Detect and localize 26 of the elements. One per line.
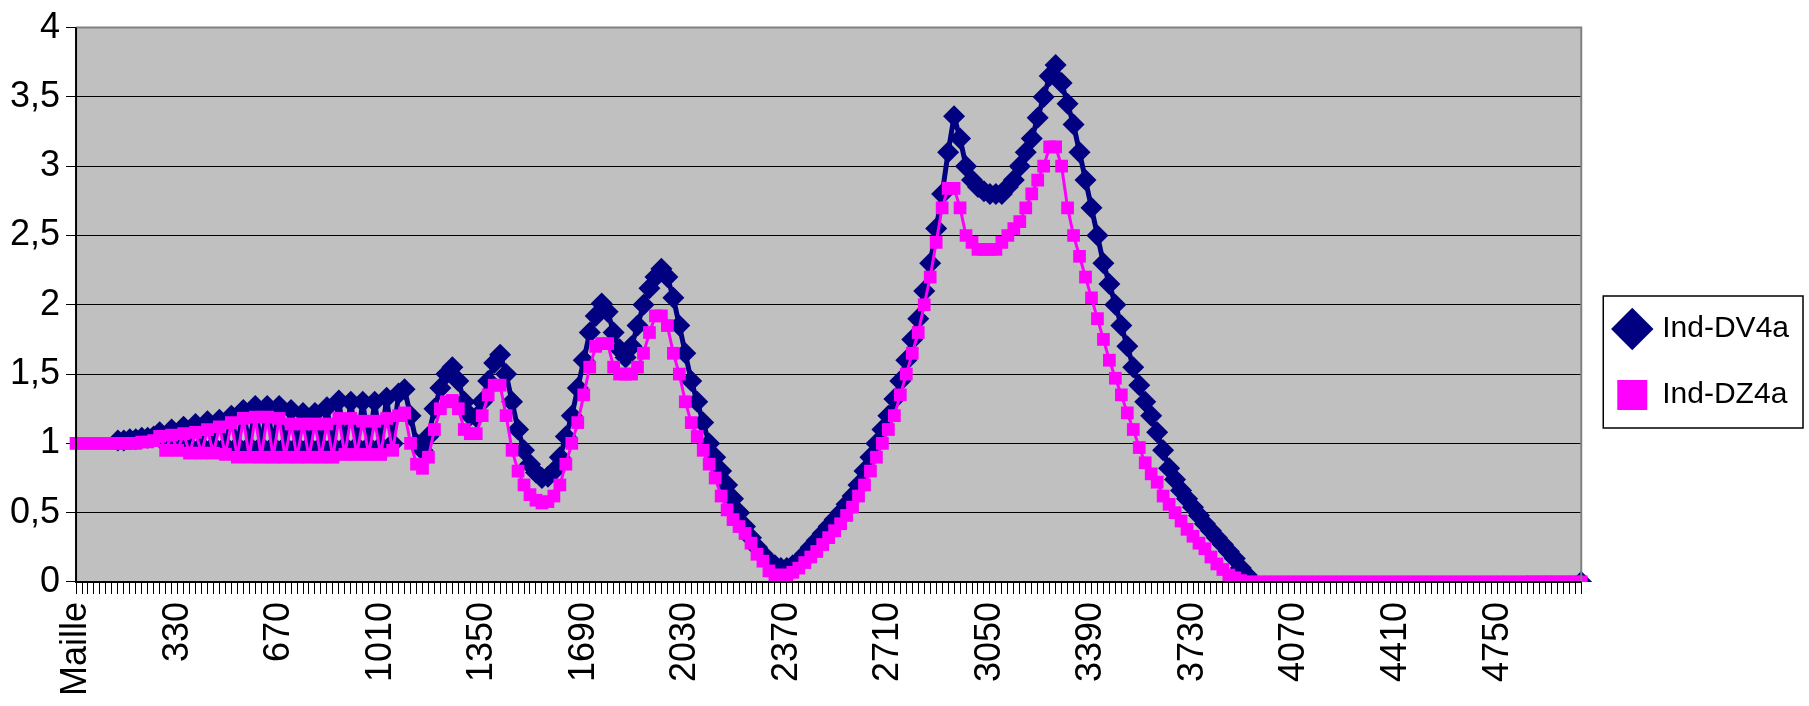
x-tick-label: 4070 [1271, 601, 1313, 683]
y-tick-label: 0 [40, 558, 61, 600]
y-tick-label: 1 [40, 420, 61, 462]
y-tick-label: 2 [40, 281, 61, 323]
legend-label: Ind-DZ4a [1662, 376, 1788, 410]
x-tick-label: 4410 [1373, 601, 1415, 683]
x-tick-label: 3730 [1169, 601, 1211, 683]
y-tick-label: 2,5 [10, 212, 61, 254]
x-tick-label: 670 [256, 601, 298, 663]
x-tick-label: 2030 [662, 601, 704, 683]
x-tick-label: 3050 [966, 601, 1008, 683]
y-tick-label: 4 [40, 4, 61, 46]
y-tick-label: 3,5 [10, 73, 61, 115]
x-tick-label: 4750 [1474, 601, 1516, 683]
y-tick-label: 0,5 [10, 489, 61, 531]
y-tick-label: 3 [40, 143, 61, 185]
x-tick-label: 1350 [459, 601, 501, 683]
x-tick-label: 330 [154, 601, 196, 663]
x-tick-label: 2370 [763, 601, 805, 683]
x-tick-label: 1690 [560, 601, 602, 683]
x-tick-label: 2710 [865, 601, 907, 683]
legend-label: Ind-DV4a [1662, 310, 1790, 344]
x-tick-label: 1010 [357, 601, 399, 683]
y-tick-label: 1,5 [10, 351, 61, 393]
x-tick-label: Maille [52, 601, 94, 697]
x-tick-label: 3390 [1068, 601, 1110, 683]
